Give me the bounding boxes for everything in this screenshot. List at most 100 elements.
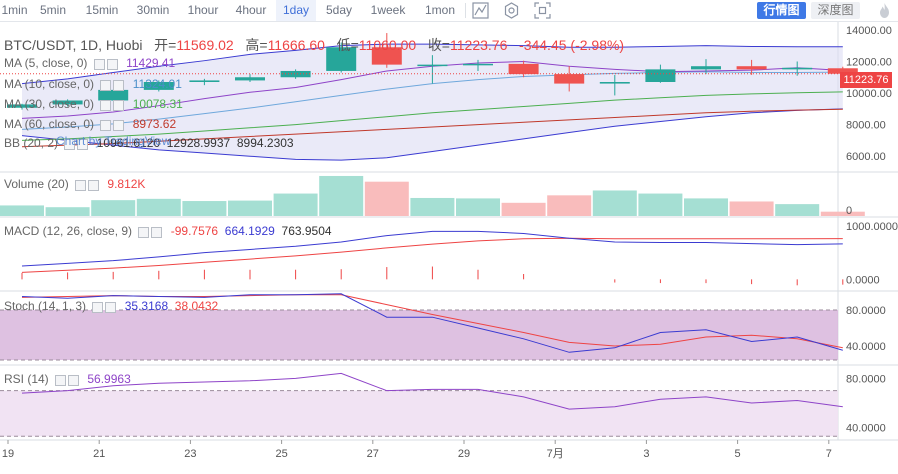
legend-bb[interactable]: BB (20, 2) 10961.6120 12928.9937 8994.23… bbox=[4, 135, 294, 151]
legend-stoch[interactable]: Stoch (14, 1, 3) 35.3168 38.0432 bbox=[4, 298, 218, 314]
candle-body bbox=[691, 66, 721, 70]
chart-area[interactable]: 14000.00 12000.00 10000.00 8000.00 6000.00 0 1… bbox=[0, 22, 898, 471]
settings-icon[interactable] bbox=[92, 302, 104, 314]
volume-controls[interactable] bbox=[75, 177, 101, 193]
ma10-name: MA (10, close, 0) bbox=[4, 77, 95, 91]
legend-rsi[interactable]: RSI (14) 56.9963 bbox=[4, 371, 131, 387]
volume-bar bbox=[820, 211, 865, 216]
close-icon[interactable] bbox=[68, 375, 80, 387]
settings-icon[interactable] bbox=[93, 59, 105, 71]
tf-1min[interactable]: 1min bbox=[1, 3, 28, 17]
tf-4hour[interactable]: 4hour bbox=[235, 3, 267, 17]
ma30-controls[interactable] bbox=[100, 97, 126, 113]
candle-body bbox=[827, 68, 858, 74]
tf-15min[interactable]: 15min bbox=[85, 3, 119, 17]
volume-bar bbox=[775, 204, 820, 216]
stoch-d-value: 38.0432 bbox=[174, 299, 219, 313]
ma30-value: 10078.31 bbox=[132, 97, 183, 111]
close-icon[interactable] bbox=[77, 139, 89, 151]
tf-1mon[interactable]: 1mon bbox=[424, 3, 456, 17]
tf-5day[interactable]: 5day bbox=[325, 3, 353, 17]
close-icon[interactable] bbox=[151, 227, 163, 239]
stoch-controls[interactable] bbox=[92, 299, 118, 315]
settings-icon[interactable] bbox=[100, 80, 112, 92]
volume-bar bbox=[638, 193, 683, 216]
ma10-value: 11324.01 bbox=[132, 77, 182, 91]
bb-controls[interactable] bbox=[64, 136, 90, 152]
settings-icon[interactable] bbox=[64, 139, 76, 151]
rsi-line bbox=[21, 372, 843, 410]
macd-tick-label: 1000.0000 bbox=[846, 221, 898, 233]
depth-chart-button[interactable]: 深度图 bbox=[811, 2, 860, 19]
candle-body bbox=[235, 77, 265, 81]
x-axis-label: 7 bbox=[826, 448, 832, 460]
main-legend-title: BTC/USDT, 1D, Huobi 开=11569.02 高=11666.6… bbox=[4, 35, 624, 55]
volume-bar bbox=[547, 195, 592, 216]
high-value: 11666.60 bbox=[267, 37, 325, 53]
close-value: 11223.76 bbox=[450, 37, 508, 53]
ma60-name: MA (60, close, 0) bbox=[4, 117, 95, 131]
settings-icon[interactable] bbox=[138, 227, 150, 239]
macd-hist-value: -99.7576 bbox=[170, 224, 219, 238]
macd-controls[interactable] bbox=[138, 224, 164, 240]
volume-bar bbox=[729, 201, 774, 216]
close-icon[interactable] bbox=[105, 302, 117, 314]
low-value: 11060.00 bbox=[358, 37, 417, 53]
candle-body bbox=[189, 80, 220, 82]
settings-gear-icon[interactable] bbox=[503, 2, 520, 19]
chart-canvas[interactable]: 14000.00 12000.00 10000.00 8000.00 6000.00 0 1… bbox=[0, 22, 898, 471]
legend-ma5[interactable]: MA (5, close, 0) 11429.41 bbox=[4, 55, 175, 71]
macd-signal-line bbox=[21, 237, 843, 273]
candle-body bbox=[554, 74, 585, 84]
fullscreen-icon[interactable] bbox=[534, 2, 551, 19]
ma30-name: MA (30, close, 0) bbox=[4, 97, 95, 111]
legend-ma10[interactable]: MA (10, close, 0) 11324.01 bbox=[4, 76, 182, 92]
legend-macd[interactable]: MACD (12, 26, close, 9) -99.7576 664.192… bbox=[4, 223, 332, 239]
high-label: 高= bbox=[245, 37, 268, 53]
stoch-band-fill bbox=[0, 310, 838, 360]
tf-1week[interactable]: 1week bbox=[370, 3, 406, 17]
macd-line bbox=[21, 230, 843, 267]
candle-body bbox=[98, 89, 129, 101]
rsi-controls[interactable] bbox=[55, 372, 81, 388]
candle-body bbox=[599, 82, 630, 84]
ma10-controls[interactable] bbox=[100, 77, 126, 93]
price-tick-label: 14000.00 bbox=[846, 25, 892, 37]
settings-icon[interactable] bbox=[75, 180, 87, 192]
ma5-controls[interactable] bbox=[93, 56, 120, 72]
tf-5min[interactable]: 5min bbox=[39, 3, 66, 17]
tf-1hour[interactable]: 1hour bbox=[187, 3, 219, 17]
kline-chart-button[interactable]: 行情图 bbox=[757, 2, 806, 19]
settings-icon[interactable] bbox=[100, 100, 112, 112]
close-label: 收= bbox=[427, 37, 450, 53]
tf-30min[interactable]: 30min bbox=[136, 3, 170, 17]
close-icon[interactable] bbox=[113, 80, 125, 92]
legend-ma60[interactable]: MA (60, close, 0) 8973.62 bbox=[4, 116, 176, 132]
tradingview-watermark[interactable]: Chart by TradingView bbox=[56, 134, 171, 148]
ma30-line bbox=[21, 91, 843, 141]
volume-bar bbox=[684, 198, 728, 216]
close-icon[interactable] bbox=[113, 120, 125, 132]
legend-ma30[interactable]: MA (30, close, 0) 10078.31 bbox=[4, 96, 183, 112]
volume-bar bbox=[319, 175, 364, 216]
volume-name: Volume (20) bbox=[4, 177, 69, 191]
close-icon[interactable] bbox=[88, 180, 100, 192]
candle-body bbox=[371, 47, 402, 65]
bb-name: BB (20, 2) bbox=[4, 136, 59, 150]
indicators-icon[interactable] bbox=[472, 2, 489, 19]
ma5-name: MA (5, close, 0) bbox=[4, 56, 88, 70]
legend-volume[interactable]: Volume (20) 9.812K bbox=[4, 176, 145, 192]
close-icon[interactable] bbox=[113, 100, 125, 112]
x-axis-label: 23 bbox=[184, 448, 196, 460]
tf-1day[interactable]: 1day bbox=[276, 0, 316, 21]
stoch-k-line bbox=[21, 293, 843, 353]
volume-bar bbox=[136, 198, 181, 216]
volume-bar bbox=[273, 193, 318, 216]
rsi-tick-label: 40.0000 bbox=[846, 423, 886, 435]
settings-icon[interactable] bbox=[100, 120, 112, 132]
ma60-line bbox=[21, 108, 843, 148]
bb-upper-line bbox=[21, 43, 843, 85]
settings-icon[interactable] bbox=[55, 375, 67, 387]
close-icon[interactable] bbox=[106, 59, 118, 71]
ma60-controls[interactable] bbox=[100, 117, 126, 133]
